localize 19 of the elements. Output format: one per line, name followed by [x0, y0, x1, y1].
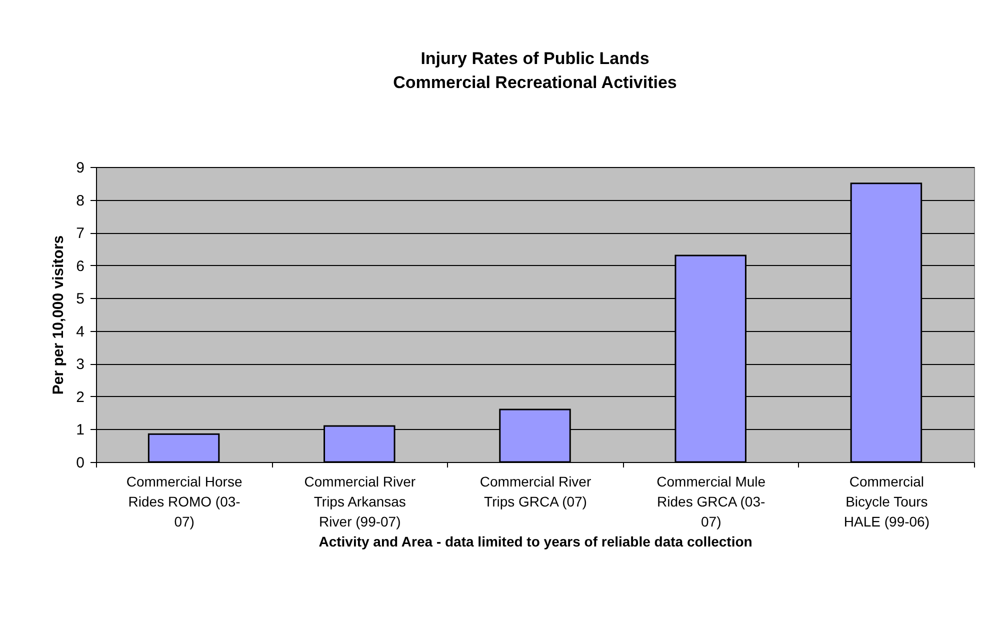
- y-tick-label: 0: [76, 454, 84, 472]
- y-axis-title: Per per 10,000 visitors: [50, 235, 68, 395]
- y-tick-label: 1: [76, 422, 84, 439]
- x-tick-label: Commercial Horse Rides ROMO (03-07): [126, 474, 242, 530]
- y-tick-label: 5: [76, 290, 84, 308]
- x-tick-label: Commercial River Trips Arkansas River (99-07): [304, 474, 416, 530]
- x-axis-title: Activity and Area - data limited to years of reliable data collection: [318, 534, 752, 550]
- x-tick-label: Commercial Bicycle Tours HALE (99-06): [844, 474, 930, 530]
- y-tick-label: 6: [76, 258, 84, 275]
- y-tick-label: 8: [76, 192, 84, 210]
- y-tick-label: 4: [76, 323, 84, 340]
- bar: [148, 433, 220, 463]
- y-tick-label: 9: [76, 160, 84, 176]
- x-tick-label: Commercial River Trips GRCA (07): [480, 474, 592, 510]
- y-tick-label: 3: [76, 356, 84, 374]
- chart-title: Injury Rates of Public Lands Commercial Recreational Activities: [393, 49, 677, 92]
- y-tick-label: 2: [76, 388, 84, 406]
- y-tick-label: 7: [76, 225, 84, 242]
- x-tick-label: Commercial Mule Rides GRCA (03-07): [656, 474, 766, 530]
